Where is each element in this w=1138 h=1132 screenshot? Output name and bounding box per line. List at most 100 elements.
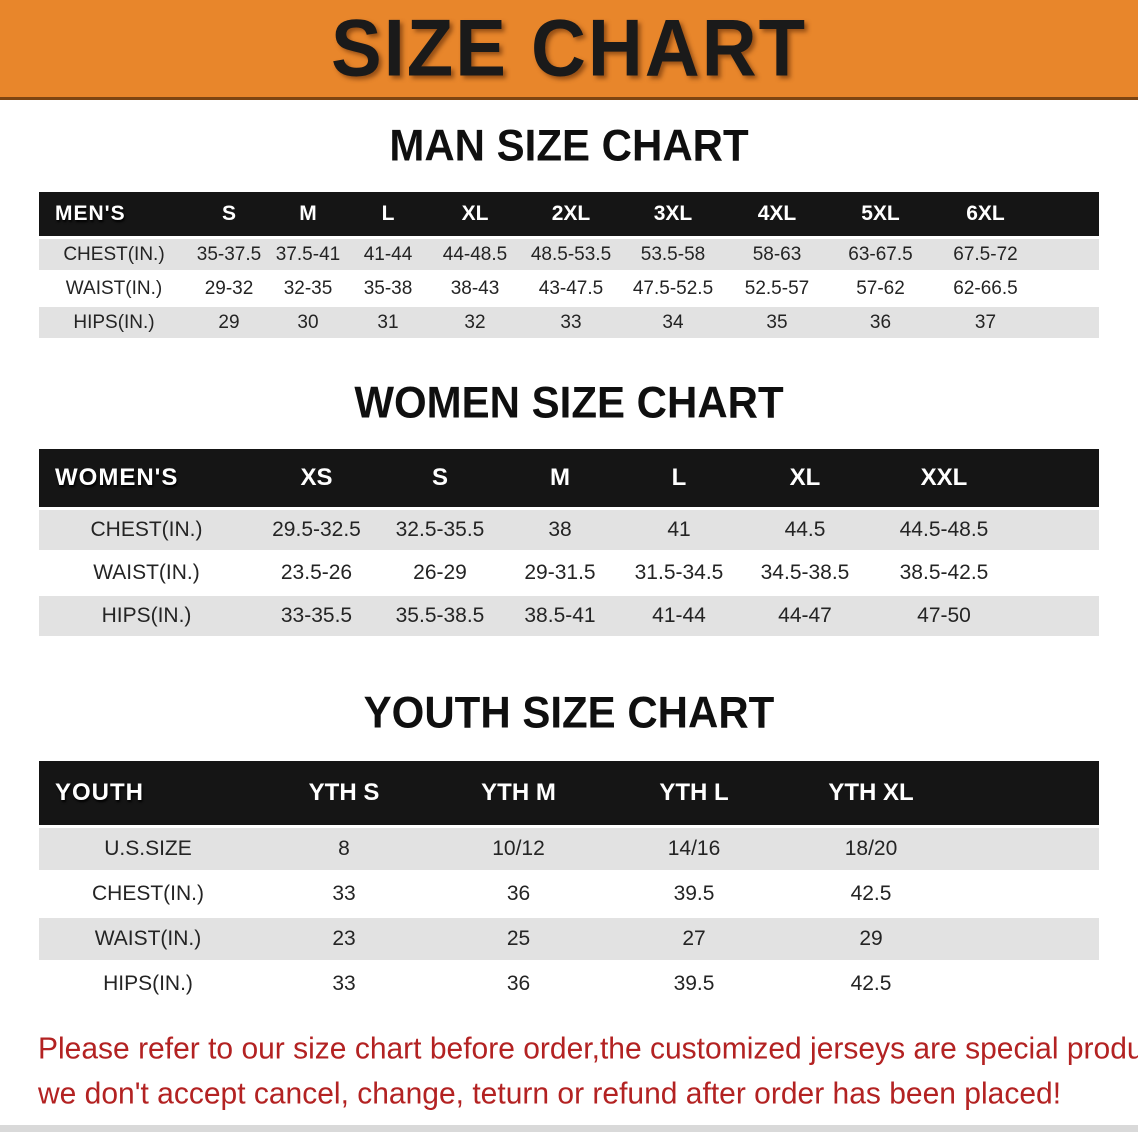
spacer-cell [1017, 449, 1099, 507]
measurement-label: CHEST(IN.) [39, 510, 254, 550]
measurement-value: 38-43 [429, 273, 521, 304]
measurement-value: 44-47 [739, 596, 871, 636]
measurement-value: 42.5 [782, 963, 960, 1005]
measurement-value: 32 [429, 307, 521, 338]
size-column-header: S [189, 192, 269, 236]
measurement-label: WAIST(IN.) [39, 273, 189, 304]
measurement-value: 63-67.5 [829, 239, 932, 270]
size-column-header: YTH XL [782, 761, 960, 825]
measurement-value: 39.5 [606, 873, 782, 915]
size-column-header: XXL [871, 449, 1017, 507]
spacer-cell [1039, 307, 1099, 338]
measurement-value: 30 [269, 307, 347, 338]
measurement-value: 53.5-58 [621, 239, 725, 270]
measurement-value: 25 [431, 918, 606, 960]
table-corner-label: YOUTH [39, 761, 257, 825]
size-column-header: YTH L [606, 761, 782, 825]
measurement-value: 29-32 [189, 273, 269, 304]
size-column-header: 4XL [725, 192, 829, 236]
measurement-value: 33 [257, 873, 431, 915]
measurement-row: U.S.SIZE 8 10/12 14/16 18/20 [39, 828, 1099, 870]
size-column-header: 2XL [521, 192, 621, 236]
women-section-heading: WOMEN SIZE CHART [354, 377, 784, 428]
measurement-row: WAIST(IN.) 23 25 27 29 [39, 918, 1099, 960]
measurement-label: HIPS(IN.) [39, 596, 254, 636]
men-section-heading: MAN SIZE CHART [389, 120, 749, 171]
table-corner-label: MEN'S [39, 192, 189, 236]
spacer-cell [1017, 596, 1099, 636]
size-column-header: L [619, 449, 739, 507]
measurement-value: 37 [932, 307, 1039, 338]
disclaimer-note: Please refer to our size chart before or… [0, 1027, 1138, 1117]
measurement-value: 10/12 [431, 828, 606, 870]
measurement-value: 26-29 [379, 553, 501, 593]
spacer-cell [960, 761, 1099, 825]
measurement-value: 47-50 [871, 596, 1017, 636]
women-size-table: WOMEN'S XS S M L XL XXL CHEST(IN.) 29.5-32.5 32.… [39, 446, 1099, 639]
measurement-value: 35-38 [347, 273, 429, 304]
size-column-header: 6XL [932, 192, 1039, 236]
measurement-value: 31.5-34.5 [619, 553, 739, 593]
measurement-value: 67.5-72 [932, 239, 1039, 270]
measurement-label: WAIST(IN.) [39, 553, 254, 593]
measurement-value: 29-31.5 [501, 553, 619, 593]
measurement-value: 38 [501, 510, 619, 550]
measurement-row: CHEST(IN.) 33 36 39.5 42.5 [39, 873, 1099, 915]
measurement-label: CHEST(IN.) [39, 873, 257, 915]
men-size-table: MEN'S S M L XL 2XL 3XL 4XL 5XL 6XL CHEST(IN.) 35-3… [39, 189, 1099, 341]
measurement-value: 38.5-41 [501, 596, 619, 636]
size-column-header: XS [254, 449, 379, 507]
measurement-value: 23.5-26 [254, 553, 379, 593]
size-column-header: YTH S [257, 761, 431, 825]
measurement-value: 39.5 [606, 963, 782, 1005]
size-column-header: 5XL [829, 192, 932, 236]
spacer-cell [960, 873, 1099, 915]
measurement-value: 27 [606, 918, 782, 960]
measurement-value: 33-35.5 [254, 596, 379, 636]
spacer-cell [1039, 192, 1099, 236]
size-column-header: L [347, 192, 429, 236]
size-column-header: XL [739, 449, 871, 507]
bottom-edge-divider [0, 1125, 1138, 1132]
spacer-cell [960, 963, 1099, 1005]
measurement-value: 29.5-32.5 [254, 510, 379, 550]
title-banner: SIZE CHART [0, 0, 1138, 100]
measurement-value: 41 [619, 510, 739, 550]
disclaimer-line-1: Please refer to our size chart before or… [38, 1032, 1138, 1066]
men-header-row: MEN'S S M L XL 2XL 3XL 4XL 5XL 6XL [39, 192, 1099, 236]
spacer-cell [1017, 510, 1099, 550]
measurement-value: 33 [257, 963, 431, 1005]
measurement-value: 62-66.5 [932, 273, 1039, 304]
size-column-header: YTH M [431, 761, 606, 825]
measurement-row: HIPS(IN.) 33 36 39.5 42.5 [39, 963, 1099, 1005]
measurement-label: CHEST(IN.) [39, 239, 189, 270]
measurement-value: 44-48.5 [429, 239, 521, 270]
measurement-value: 37.5-41 [269, 239, 347, 270]
measurement-value: 36 [431, 873, 606, 915]
measurement-value: 18/20 [782, 828, 960, 870]
measurement-value: 36 [431, 963, 606, 1005]
measurement-value: 38.5-42.5 [871, 553, 1017, 593]
measurement-value: 23 [257, 918, 431, 960]
measurement-label: HIPS(IN.) [39, 307, 189, 338]
page-title: SIZE CHART [331, 3, 807, 94]
measurement-value: 32-35 [269, 273, 347, 304]
women-header-row: WOMEN'S XS S M L XL XXL [39, 449, 1099, 507]
measurement-value: 35-37.5 [189, 239, 269, 270]
measurement-row: HIPS(IN.) 33-35.5 35.5-38.5 38.5-41 41-44 44-… [39, 596, 1099, 636]
measurement-label: WAIST(IN.) [39, 918, 257, 960]
measurement-value: 57-62 [829, 273, 932, 304]
measurement-value: 35 [725, 307, 829, 338]
measurement-value: 8 [257, 828, 431, 870]
spacer-cell [960, 918, 1099, 960]
youth-size-table: YOUTH YTH S YTH M YTH L YTH XL U.S.SIZE 8 10/1… [39, 758, 1099, 1008]
measurement-value: 48.5-53.5 [521, 239, 621, 270]
measurement-value: 43-47.5 [521, 273, 621, 304]
measurement-value: 41-44 [619, 596, 739, 636]
spacer-cell [1039, 239, 1099, 270]
measurement-value: 31 [347, 307, 429, 338]
measurement-value: 44.5-48.5 [871, 510, 1017, 550]
table-corner-label: WOMEN'S [39, 449, 254, 507]
size-column-header: M [269, 192, 347, 236]
measurement-label: HIPS(IN.) [39, 963, 257, 1005]
